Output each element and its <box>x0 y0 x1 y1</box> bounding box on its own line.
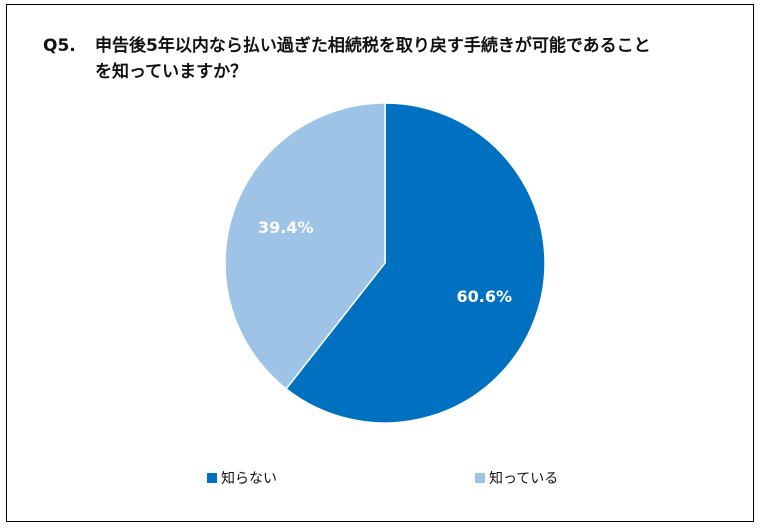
slice-data-label: 60.6% <box>456 287 512 306</box>
legend-label-0: 知らない <box>221 471 277 487</box>
slice-data-label: 39.4% <box>258 218 314 237</box>
pie-slice <box>224 102 386 390</box>
legend-swatch-1 <box>475 473 485 483</box>
chart-title: Q5. 申告後5年以内なら払い過ぎた相続税を取り戻す手続きが可能であること を知っ… <box>43 33 651 85</box>
title-line-2: を知っていますか？ <box>95 62 248 82</box>
question-number: Q5. <box>43 36 76 56</box>
pie-slice <box>285 102 546 424</box>
legend-label-1: 知っている <box>489 471 559 487</box>
legend-item-1: 知っている <box>475 468 558 488</box>
legend-item-0: 知らない <box>207 468 277 488</box>
legend-swatch-0 <box>207 473 217 483</box>
title-text-1: 申告後5年以内なら払い過ぎた相続税を取り戻す手続きが可能であること <box>95 36 651 56</box>
title-line-1: Q5. 申告後5年以内なら払い過ぎた相続税を取り戻す手続きが可能であること <box>43 33 651 59</box>
